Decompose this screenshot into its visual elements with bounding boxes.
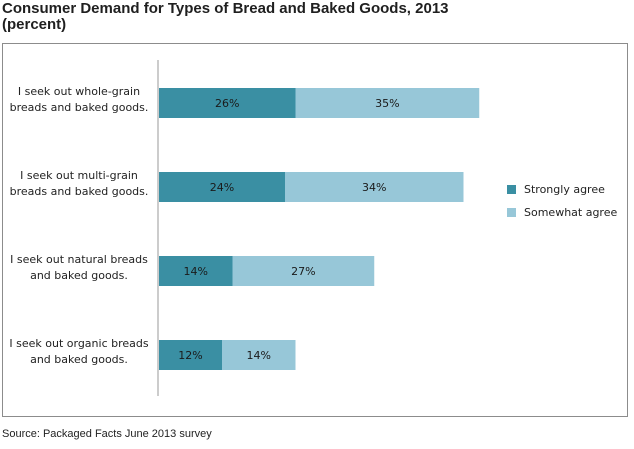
chart-frame: I seek out whole-grain breads and baked g… [2,43,628,417]
data-label: 24% [210,181,234,194]
category-label: and baked goods. [30,269,128,282]
category-label: breads and baked goods. [10,185,149,198]
source-note: Source: Packaged Facts June 2013 survey [2,428,212,440]
category-label: I seek out whole-grain [18,85,140,98]
category-label: I seek out natural breads [10,253,148,266]
data-label: 27% [291,265,315,278]
data-label: 14% [184,265,208,278]
data-label: 35% [375,97,399,110]
bar-segment-somewhat-agree [295,88,480,118]
bar-segment-somewhat-agree [232,256,375,286]
chart-subtitle: (percent) [2,16,67,33]
chart-title-text: Consumer Demand for Types of Bread and B… [2,0,449,17]
bar-segment-strongly-agree [159,172,285,202]
bar-segment-strongly-agree [159,88,296,118]
legend-swatch [507,208,516,217]
category-label: I seek out multi-grain [20,169,138,182]
bar-chart: I seek out whole-grain breads and baked g… [9,60,617,396]
bar-segment-somewhat-agree [285,172,464,202]
legend-label: Somewhat agree [524,206,617,219]
category-label: and baked goods. [30,353,128,366]
data-label: 12% [178,349,202,362]
chart-title: Consumer Demand for Types of Bread and B… [2,1,622,33]
data-label: 26% [215,97,239,110]
bar-segment-strongly-agree [159,256,233,286]
bar-segment-somewhat-agree [222,340,296,370]
category-label: I seek out organic breads [9,337,148,350]
bar-segment-strongly-agree [159,340,222,370]
category-label: breads and baked goods. [10,101,149,114]
legend-label: Strongly agree [524,183,605,196]
data-label: 34% [362,181,386,194]
legend-swatch [507,185,516,194]
data-label: 14% [247,349,271,362]
